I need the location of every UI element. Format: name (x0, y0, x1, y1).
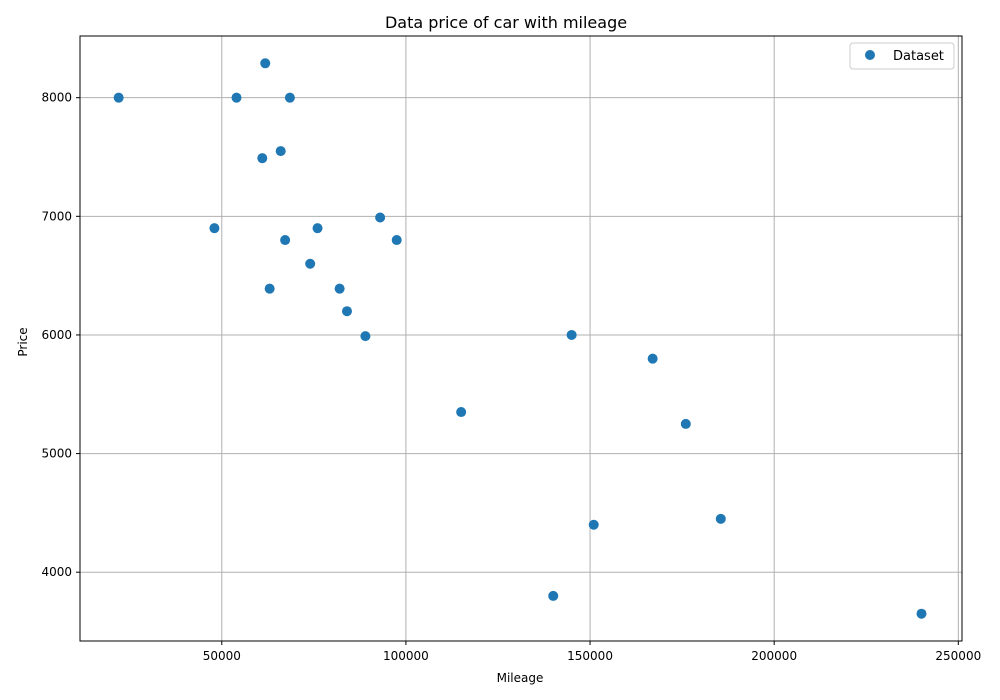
y-axis-title: Price (16, 327, 30, 356)
data-point (647, 353, 658, 364)
data-point (284, 92, 295, 103)
x-axis-ticks: 50000 100000 150000 200000 250000 (203, 641, 981, 663)
data-point (334, 283, 345, 294)
data-point (456, 407, 467, 418)
data-point (588, 519, 599, 530)
data-point (264, 283, 275, 294)
x-axis-title: Mileage (497, 671, 544, 685)
data-point (715, 513, 726, 524)
legend: Dataset (849, 42, 955, 70)
chart-title: Data price of car with mileage (385, 13, 627, 32)
data-point (280, 235, 291, 246)
legend-label: Dataset (893, 49, 944, 64)
data-point (231, 92, 242, 103)
data-point (305, 258, 316, 269)
y-tick-label: 4000 (41, 565, 72, 579)
y-tick-label: 8000 (41, 91, 72, 105)
legend-marker (865, 50, 875, 60)
data-point (680, 418, 691, 429)
grid-lines (80, 36, 962, 641)
data-point (209, 223, 220, 234)
x-tick-label: 200000 (751, 649, 797, 663)
x-tick-label: 250000 (935, 649, 981, 663)
data-point (260, 58, 271, 69)
data-point (375, 212, 386, 223)
data-point (341, 306, 352, 317)
data-point (360, 331, 371, 342)
plot-frame (79, 35, 963, 642)
x-tick-label: 50000 (203, 649, 241, 663)
y-tick-label: 7000 (41, 209, 72, 223)
data-point (548, 590, 559, 601)
data-point (916, 608, 927, 619)
x-tick-label: 150000 (567, 649, 613, 663)
data-point (113, 92, 124, 103)
x-tick-label: 100000 (383, 649, 429, 663)
data-point (391, 235, 402, 246)
data-point (312, 223, 323, 234)
plot-area (80, 36, 962, 641)
data-point (275, 146, 286, 157)
y-axis-ticks: 4000 5000 6000 7000 8000 (41, 91, 80, 579)
data-point (566, 329, 577, 340)
legend-box (849, 42, 955, 70)
y-tick-label: 6000 (41, 328, 72, 342)
data-point (257, 153, 268, 164)
data-points (113, 58, 927, 619)
y-tick-label: 5000 (41, 447, 72, 461)
